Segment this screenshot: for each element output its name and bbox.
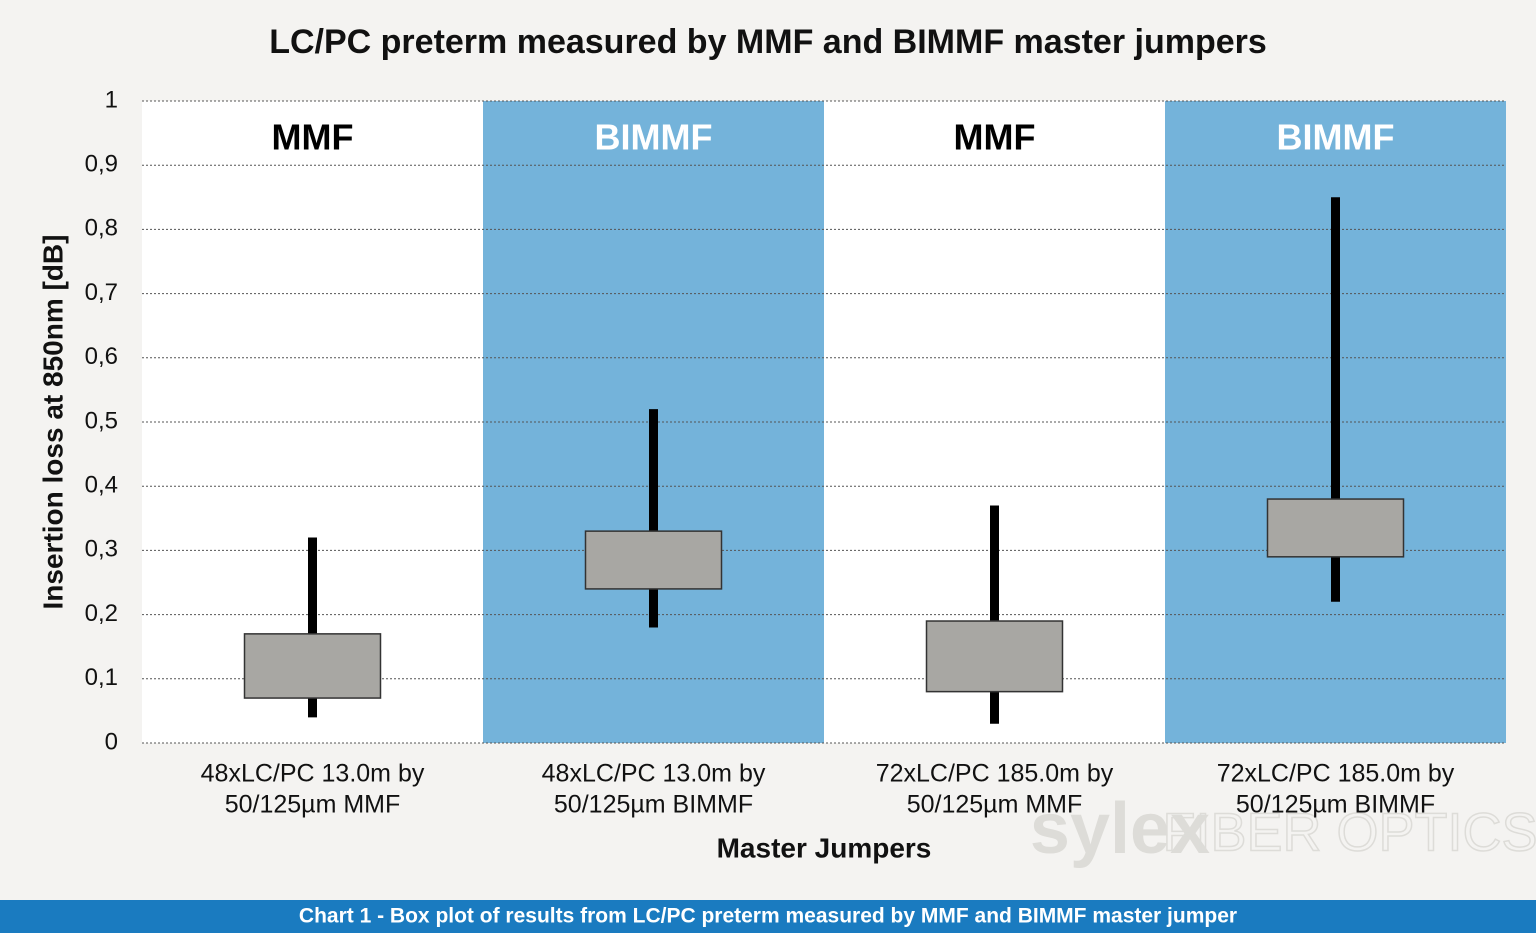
x-tick-label: 50/125µm MMF (907, 791, 1083, 819)
watermark: FIBER OPTICS (1162, 802, 1536, 862)
y-tick-label: 0,1 (85, 664, 118, 691)
plot-area: MMF BIMMF MMF BIMMF 0 0,1 0,2 0,3 0,4 0,5 0,6 0,7 0,… (85, 86, 1506, 755)
y-tick-label: 0,7 (85, 279, 118, 306)
box (584, 530, 723, 590)
x-tick-label: 48xLC/PC 13.0m by (201, 760, 425, 788)
x-tick-label: 50/125µm MMF (225, 791, 401, 819)
y-axis-label: Insertion loss at 850nm [dB] (37, 235, 68, 610)
box (243, 633, 382, 699)
x-tick-label: 48xLC/PC 13.0m by (542, 760, 766, 788)
box (925, 620, 1064, 693)
x-tick-label: 72xLC/PC 185.0m by (1217, 760, 1455, 788)
y-tick-label: 0,6 (85, 343, 118, 370)
y-tick-label: 0 (105, 728, 118, 755)
y-tick-label: 1 (105, 86, 118, 113)
y-tick-label: 0,9 (85, 151, 118, 178)
box (1266, 498, 1405, 558)
x-tick-label: 50/125µm BIMMF (554, 791, 753, 819)
band-label: MMF (272, 117, 354, 158)
y-tick-label: 0,2 (85, 600, 118, 627)
y-tick-label: 0,8 (85, 215, 118, 242)
chart-title: LC/PC preterm measured by MMF and BIMMF … (269, 23, 1267, 61)
y-tick-label: 0,5 (85, 407, 118, 434)
caption: Chart 1 - Box plot of results from LC/PC… (299, 905, 1237, 928)
band-label: BIMMF (595, 117, 713, 158)
caption-bar (0, 900, 1536, 933)
x-tick-label: 72xLC/PC 185.0m by (876, 760, 1114, 788)
y-tick-label: 0,4 (85, 472, 118, 499)
band-label: MMF (954, 117, 1036, 158)
x-tick-label: 50/125µm BIMMF (1236, 791, 1435, 819)
band-label: BIMMF (1277, 117, 1395, 158)
x-axis-label: Master Jumpers (717, 832, 932, 863)
y-tick-label: 0,3 (85, 536, 118, 563)
watermark: sylex (1030, 789, 1210, 869)
